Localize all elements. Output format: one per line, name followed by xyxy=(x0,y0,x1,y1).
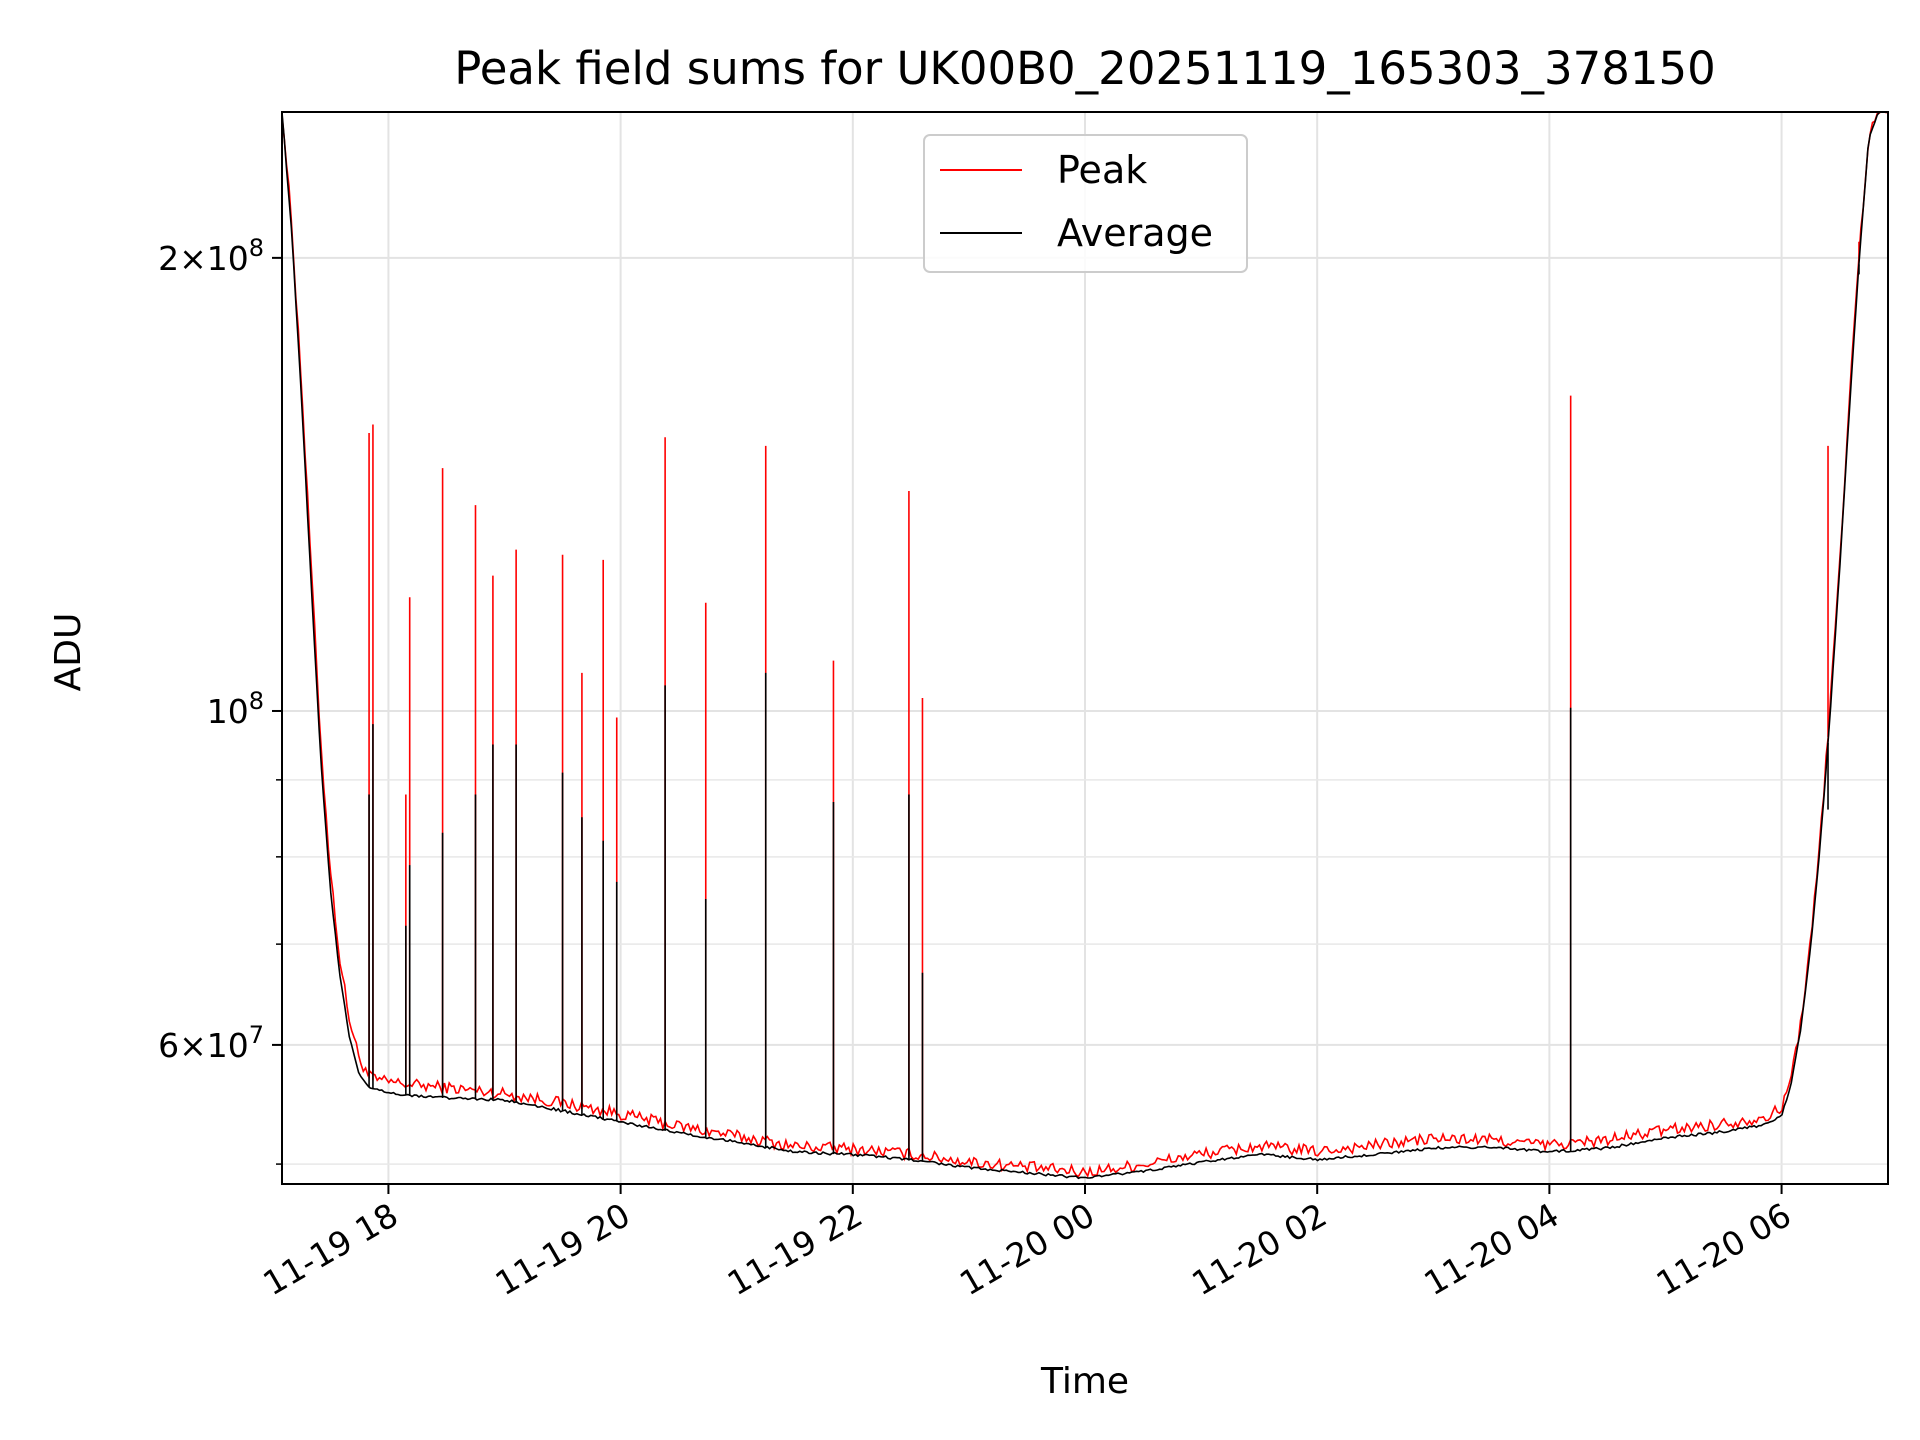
legend: Peak Average xyxy=(923,134,1248,273)
y-tick-label: 108 xyxy=(207,687,264,731)
series-line-peak xyxy=(282,112,1888,1178)
y-axis-label: ADU xyxy=(48,613,89,692)
plot-area xyxy=(282,112,1888,1180)
chart-title: Peak field sums for UK00B0_20251119_1653… xyxy=(454,42,1716,95)
y-tick-label: 6×107 xyxy=(158,1021,264,1065)
y-tick-label: 2×108 xyxy=(158,234,264,278)
series-line-average xyxy=(282,112,1883,1180)
x-axis-label: Time xyxy=(1040,1361,1129,1402)
legend-label-average: Average xyxy=(1057,211,1213,255)
legend-label-peak: Peak xyxy=(1057,148,1147,192)
